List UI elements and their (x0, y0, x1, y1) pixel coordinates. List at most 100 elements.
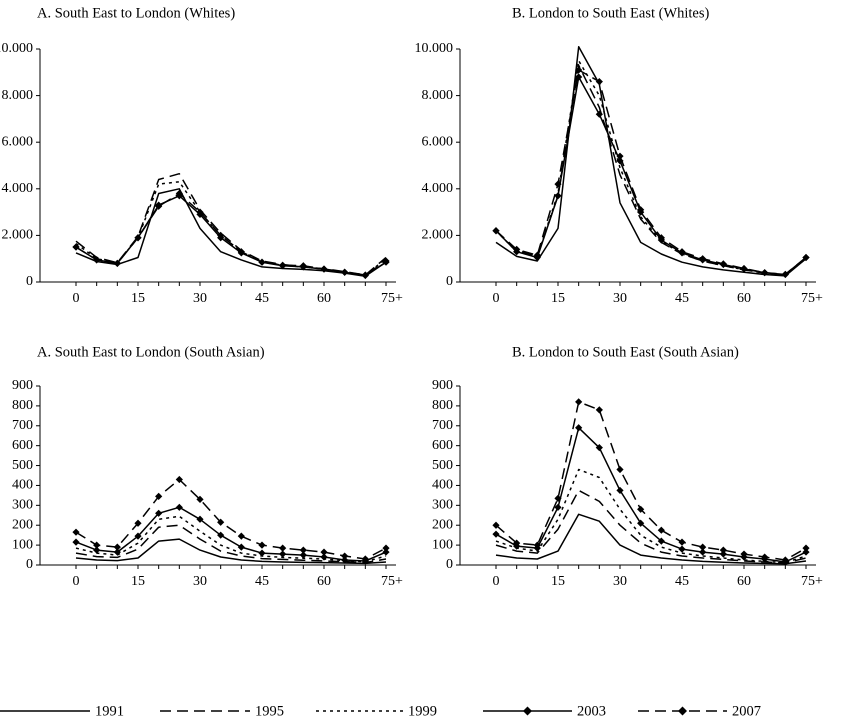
y-tick-label: 8.000 (422, 88, 454, 103)
series-point-2003 (217, 531, 225, 539)
series-point-2007 (492, 227, 500, 235)
series-point-2007 (299, 262, 307, 270)
legend-marker (523, 706, 532, 716)
series-point-2007 (781, 270, 789, 278)
legend-label: 1995 (255, 703, 284, 719)
legend: 1991 1995 1999 2003 2007 (0, 703, 761, 719)
series-line-1995 (75, 172, 387, 276)
y-tick-label: 0 (446, 557, 453, 572)
y-tick-label: 400 (12, 478, 33, 493)
series-line-1999 (75, 515, 387, 563)
series-point-2007 (802, 544, 810, 552)
legend-label: 1999 (408, 703, 437, 719)
y-tick-label: 6.000 (2, 134, 34, 149)
y-tick-label: 10.000 (415, 41, 454, 56)
series-point-2007 (513, 539, 521, 547)
series-point-2003 (595, 110, 603, 118)
x-tick-label: 0 (493, 291, 500, 306)
y-tick-label: 900 (432, 378, 453, 393)
series-point-2007 (554, 494, 562, 502)
series-point-2007 (781, 556, 789, 564)
y-tick-label: 8.000 (2, 88, 34, 103)
series-point-2007 (616, 152, 624, 160)
series-point-2003 (554, 503, 562, 511)
series-point-2007 (802, 253, 810, 262)
x-tick-label: 60 (737, 574, 751, 589)
series-point-2003 (657, 537, 665, 545)
series-point-2003 (72, 538, 80, 546)
chart-title: A. South East to London (South Asian) (37, 344, 265, 360)
y-tick-label: 700 (12, 418, 33, 433)
series-point-2003 (678, 545, 686, 553)
x-tick-label: 30 (613, 574, 627, 589)
y-tick-label: 200 (432, 517, 453, 532)
series-point-2003 (93, 546, 101, 554)
y-tick-label: 100 (432, 537, 453, 552)
x-tick-label: 0 (493, 574, 500, 589)
x-tick-label: 15 (131, 574, 145, 589)
series-line-1999 (495, 59, 807, 276)
x-tick-label: 75+ (801, 291, 823, 306)
legend-label: 1991 (95, 703, 124, 719)
series-point-2007 (616, 465, 624, 474)
series-point-2007 (134, 234, 142, 242)
legend-label: 2003 (577, 703, 606, 719)
series-line-2003 (495, 427, 807, 563)
series-line-1991 (75, 538, 387, 565)
legend-label: 2007 (732, 703, 761, 719)
chart-panel-1: A. South East to London (Whites) 0 2.000 4.… (0, 5, 403, 306)
x-tick-label: 15 (551, 291, 565, 306)
y-tick-label: 500 (12, 458, 33, 473)
series-point-2007 (719, 546, 727, 554)
series-point-2007 (113, 259, 121, 267)
x-tick-label: 0 (73, 291, 80, 306)
series-point-2007 (258, 258, 266, 266)
series-point-2003 (134, 532, 142, 540)
series-point-2003 (113, 548, 121, 556)
y-tick-label: 900 (12, 378, 33, 393)
series-point-2007 (134, 519, 142, 527)
series-point-2007 (533, 251, 541, 259)
series-point-2007 (740, 264, 748, 273)
y-tick-label: 300 (432, 498, 453, 513)
legend-marker (678, 706, 687, 716)
y-tick-label: 0 (26, 274, 33, 289)
series-point-2003 (382, 548, 390, 556)
x-tick-label: 75+ (381, 574, 403, 589)
series-point-2007 (657, 526, 665, 534)
x-tick-label: 75+ (801, 574, 823, 589)
series-point-2003 (175, 503, 183, 511)
series-point-2007 (341, 268, 349, 276)
series-point-2003 (196, 515, 204, 523)
series-point-2007 (533, 541, 541, 549)
series-line-1991 (495, 513, 807, 565)
series-point-2007 (155, 202, 163, 210)
y-tick-label: 800 (432, 398, 453, 413)
series-point-2007 (595, 78, 603, 86)
chart-title: B. London to South East (South Asian) (512, 344, 739, 360)
x-tick-label: 60 (317, 574, 331, 589)
series-point-2007 (678, 248, 686, 256)
x-tick-label: 45 (675, 574, 689, 589)
series-line-1995 (75, 524, 387, 564)
series-point-2003 (575, 73, 583, 81)
series-point-2007 (237, 248, 245, 256)
series-line-2007 (495, 401, 807, 561)
y-tick-label: 100 (12, 537, 33, 552)
series-point-2007 (513, 245, 521, 253)
series-point-2007 (699, 543, 707, 551)
series-line-2007 (75, 478, 387, 560)
series-point-2007 (279, 544, 287, 552)
y-tick-label: 4.000 (422, 181, 454, 196)
y-tick-label: 6.000 (422, 134, 454, 149)
y-tick-label: 4.000 (2, 181, 34, 196)
series-point-2007 (279, 261, 287, 269)
x-tick-label: 30 (613, 291, 627, 306)
series-point-2007 (637, 505, 645, 513)
series-point-2007 (595, 406, 603, 414)
series-point-2003 (320, 553, 328, 561)
series-point-2007 (217, 231, 225, 239)
y-tick-label: 500 (432, 458, 453, 473)
series-line-2003 (75, 506, 387, 562)
